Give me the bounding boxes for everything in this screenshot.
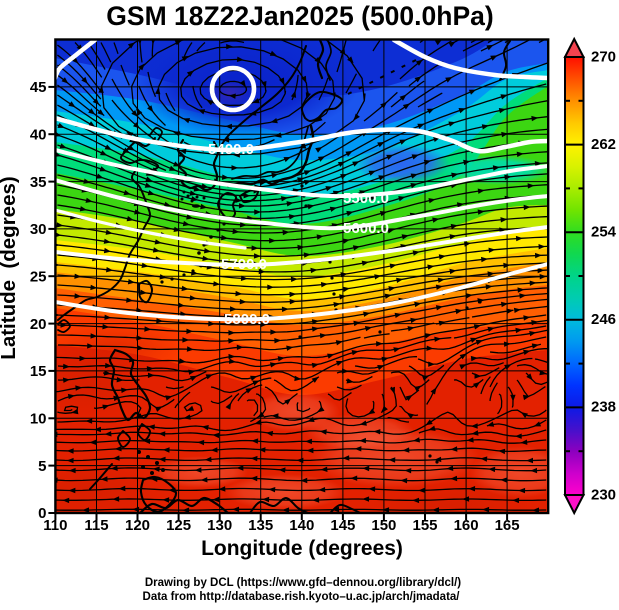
svg-text:45: 45	[30, 79, 47, 96]
svg-text:270: 270	[591, 48, 616, 65]
svg-text:5700.0: 5700.0	[221, 256, 267, 273]
svg-text:165: 165	[495, 517, 520, 534]
svg-text:5500.0: 5500.0	[343, 190, 389, 207]
svg-text:5400.0: 5400.0	[208, 141, 254, 158]
svg-text:15: 15	[30, 363, 47, 380]
svg-text:130: 130	[207, 517, 232, 534]
svg-text:5600.0: 5600.0	[343, 220, 389, 237]
svg-text:10: 10	[30, 411, 47, 428]
svg-text:135: 135	[248, 517, 273, 534]
svg-text:262: 262	[591, 136, 616, 153]
svg-text:115: 115	[84, 517, 108, 534]
svg-text:5800.0: 5800.0	[224, 311, 270, 328]
svg-text:20: 20	[30, 316, 47, 333]
svg-text:145: 145	[330, 517, 355, 534]
svg-text:25: 25	[30, 268, 47, 285]
svg-text:35: 35	[30, 174, 47, 191]
svg-text:254: 254	[591, 224, 617, 241]
svg-text:40: 40	[30, 126, 47, 143]
svg-text:150: 150	[371, 517, 396, 534]
svg-text:246: 246	[591, 311, 616, 328]
svg-text:Drawing by DCL (https://www.gf: Drawing by DCL (https://www.gfd–dennou.o…	[145, 577, 461, 589]
svg-text:Longitude (degrees): Longitude (degrees)	[201, 537, 403, 560]
svg-text:155: 155	[412, 517, 437, 534]
svg-text:Latitude (degrees): Latitude (degrees)	[0, 176, 20, 359]
svg-text:0: 0	[38, 505, 46, 522]
svg-text:125: 125	[166, 517, 191, 534]
svg-text:140: 140	[289, 517, 314, 534]
svg-text:238: 238	[591, 399, 616, 416]
svg-text:Data from http://database.rish: Data from http://database.rish.kyoto–u.a…	[143, 591, 461, 603]
svg-text:160: 160	[454, 517, 479, 534]
svg-text:30: 30	[30, 221, 47, 238]
svg-text:230: 230	[591, 486, 616, 503]
svg-text:5: 5	[38, 458, 46, 475]
svg-text:120: 120	[125, 517, 150, 534]
svg-text:GSM 18Z22Jan2025 (500.0hPa): GSM 18Z22Jan2025 (500.0hPa)	[106, 1, 493, 31]
svg-text:110: 110	[43, 517, 67, 534]
